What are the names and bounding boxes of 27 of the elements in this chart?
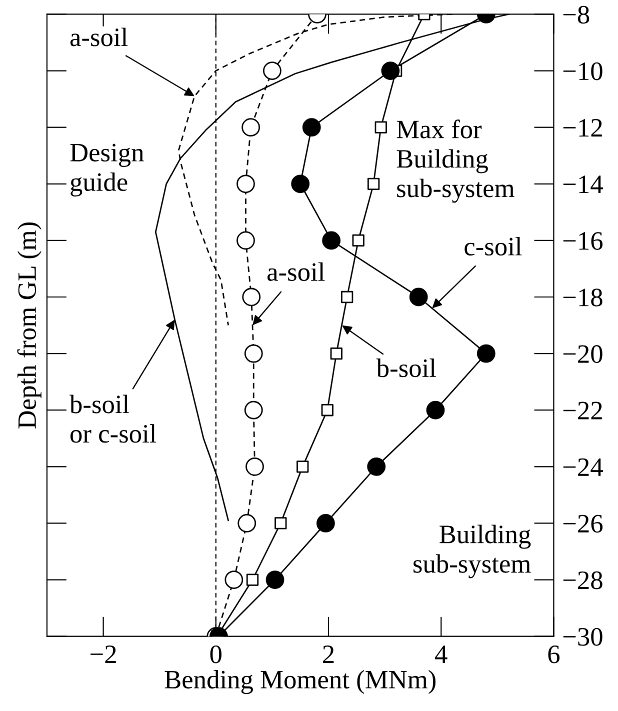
x-axis-title: Bending Moment (MNm): [164, 670, 436, 694]
y-tick-label: −8: [563, 6, 590, 24]
y-tick-label: −24: [563, 458, 603, 476]
annotation: b-soil: [376, 358, 436, 378]
y-tick-label: −20: [563, 345, 602, 363]
y-tick-label: −18: [563, 288, 602, 306]
y-tick-label: −12: [563, 119, 602, 136]
annotation: Design guide: [70, 144, 144, 196]
y-tick-label: −10: [563, 62, 602, 80]
x-tick-label: 2: [323, 646, 334, 663]
x-tick-label: 6: [548, 646, 560, 664]
x-tick-label: −2: [90, 646, 116, 663]
y-tick-label: −22: [563, 402, 602, 420]
y-axis-title: Depth from GL (m): [17, 222, 42, 428]
annotation: c-soil: [464, 236, 522, 256]
y-tick-label: −26: [563, 514, 603, 533]
y-tick-label: −14: [563, 176, 603, 194]
annotation: a-soil: [70, 28, 128, 46]
y-tick-label: −30: [563, 628, 602, 646]
annotation: Max for Building sub-system: [396, 120, 514, 203]
x-tick-label: 0: [210, 645, 222, 664]
y-tick-label: −28: [563, 571, 602, 590]
annotation: a-soil: [267, 262, 325, 281]
x-tick-label: 4: [435, 646, 448, 663]
annotation: b-soil or c-soil: [69, 394, 156, 443]
y-tick-label: −16: [563, 232, 603, 250]
annotation: Building sub-system: [414, 524, 531, 578]
